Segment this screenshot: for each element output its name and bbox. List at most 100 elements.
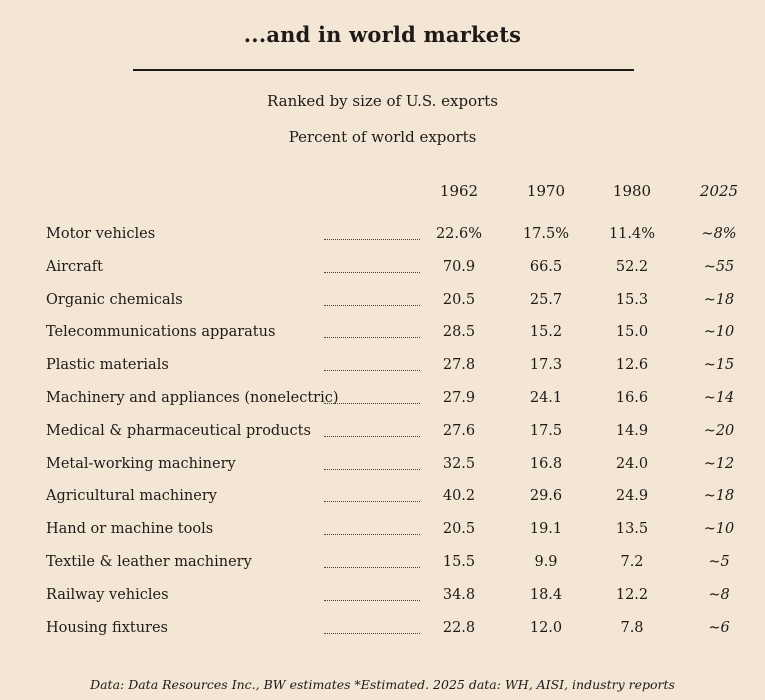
table-row: Railway vehicles 34.8 18.4 12.2 ~8 [0, 587, 765, 609]
value-cell-2025: ~12 [703, 455, 735, 472]
row-label: Organic chemicals [46, 291, 183, 308]
value-cell-1980: 14.9 [615, 422, 649, 439]
chart-title: ...and in world markets [243, 22, 522, 47]
value-cell-1970: 15.2 [529, 324, 563, 341]
value-cell-1980: 16.6 [615, 390, 649, 406]
value-cell-2025: ~55 [703, 258, 735, 275]
table-row: Plastic materials 27.8 17.3 12.6 ~15 [0, 357, 765, 379]
dot-leader [324, 271, 420, 273]
dot-leader [324, 435, 420, 437]
value-cell-2025: ~6 [708, 619, 730, 636]
chart-unit-label: Percent of world exports [288, 128, 477, 146]
table-row: Telecommunications apparatus 28.5 15.2 15.0… [0, 324, 765, 346]
value-cell-1980: 13.5 [615, 521, 649, 538]
table-row: Motor vehicles 22.6% 17.5% 11.4% ~8% [0, 226, 765, 248]
dot-leader [324, 599, 420, 601]
value-cell-1962: 20.5 [442, 521, 476, 538]
value-cell-1980: 24.9 [615, 488, 649, 505]
value-cell-1970: 19.1 [529, 521, 563, 538]
table-row: Aircraft 70.9 66.5 52.2 ~55 [0, 259, 765, 281]
value-cell-2025: ~10 [703, 521, 735, 538]
value-cell-2025: ~8% [701, 226, 737, 242]
value-cell-1980: 15.0 [615, 324, 649, 341]
value-cell-1962: 40.2 [442, 488, 476, 505]
table-row: Medical & pharmaceutical products 27.6 17.… [0, 423, 765, 445]
value-cell-1980: 12.2 [615, 586, 649, 603]
value-cell-1962: 15.5 [442, 554, 476, 570]
value-cell-1980: 24.0 [615, 455, 649, 472]
row-label: Agricultural machinery [46, 488, 217, 505]
dot-leader [324, 337, 420, 339]
table-row: Hand or machine tools 20.5 19.1 13.5 ~10 [0, 521, 765, 543]
dot-leader [324, 370, 420, 372]
value-cell-1962: 34.8 [442, 586, 476, 603]
row-label: Plastic materials [46, 357, 169, 374]
value-cell-2025: ~20 [703, 422, 735, 439]
table-row: Housing fixtures 22.8 12.0 7.8 ~6 [0, 620, 765, 642]
row-label: Housing fixtures [46, 619, 168, 636]
value-cell-1970: 25.7 [529, 291, 563, 308]
value-cell-1980: 11.4% [608, 226, 656, 242]
value-cell-2025: ~14 [703, 390, 735, 406]
row-label: Hand or machine tools [46, 521, 214, 538]
value-cell-1962: 27.6 [442, 422, 476, 439]
value-cell-1962: 70.9 [442, 258, 476, 275]
row-label: Textile & leather machinery [46, 554, 252, 570]
column-header-1970: 1970 [526, 182, 566, 200]
value-cell-1980: 12.6 [615, 357, 649, 374]
table-row: Metal-working machinery 32.5 16.8 24.0 ~12 [0, 456, 765, 478]
value-cell-1980: 15.3 [615, 291, 649, 308]
row-label: Motor vehicles [46, 226, 156, 242]
value-cell-1962: 27.9 [442, 390, 476, 406]
value-cell-1970: 12.0 [529, 619, 563, 636]
dot-leader [324, 501, 420, 503]
row-label: Telecommunications apparatus [46, 324, 276, 341]
chart-subtitle: Ranked by size of U.S. exports [267, 92, 498, 110]
table-row: Organic chemicals 20.5 25.7 15.3 ~18 [0, 292, 765, 314]
value-cell-1962: 27.8 [442, 357, 476, 374]
dot-leader [324, 632, 420, 634]
value-cell-1970: 16.8 [529, 455, 563, 472]
dot-leader [324, 403, 420, 404]
row-label: Machinery and appliances (nonelectric) [46, 390, 339, 406]
table-row: Agricultural machinery 40.2 29.6 24.9 ~18 [0, 488, 765, 510]
dot-leader [324, 567, 420, 568]
title-divider [133, 69, 634, 71]
column-header-1962: 1962 [439, 182, 479, 200]
column-header-1980: 1980 [612, 182, 652, 200]
column-header-2025: 2025 [699, 182, 739, 200]
value-cell-1970: 17.3 [529, 357, 563, 374]
value-cell-2025: ~18 [703, 488, 735, 505]
table-row: Textile & leather machinery 15.5 9.9 7.2 ~5 [0, 554, 765, 576]
value-cell-1962: 22.8 [442, 619, 476, 636]
value-cell-1970: 17.5% [522, 226, 570, 242]
value-cell-1970: 17.5 [529, 422, 563, 439]
source-footnote: Data: Data Resources Inc., BW estimates … [90, 677, 675, 692]
dot-leader [324, 534, 420, 536]
row-label: Railway vehicles [46, 586, 169, 603]
value-cell-1970: 9.9 [534, 554, 558, 570]
value-cell-1962: 32.5 [442, 455, 476, 472]
value-cell-1980: 7.2 [620, 554, 644, 570]
dot-leader [324, 468, 420, 470]
dot-leader [324, 239, 420, 240]
row-label: Aircraft [46, 258, 103, 275]
table-row: Machinery and appliances (nonelectric) 27… [0, 390, 765, 412]
value-cell-1980: 52.2 [615, 258, 649, 275]
value-cell-2025: ~10 [703, 324, 735, 341]
dot-leader [324, 304, 420, 306]
value-cell-1970: 66.5 [529, 258, 563, 275]
value-cell-2025: ~5 [708, 554, 730, 570]
value-cell-1970: 18.4 [529, 586, 563, 603]
value-cell-1980: 7.8 [620, 619, 644, 636]
value-cell-1970: 24.1 [529, 390, 563, 406]
row-label: Medical & pharmaceutical products [46, 422, 311, 439]
value-cell-1962: 22.6% [435, 226, 483, 242]
value-cell-1962: 20.5 [442, 291, 476, 308]
value-cell-2025: ~15 [703, 357, 735, 374]
row-label: Metal-working machinery [46, 455, 236, 472]
value-cell-1970: 29.6 [529, 488, 563, 505]
value-cell-1962: 28.5 [442, 324, 476, 341]
value-cell-2025: ~18 [703, 291, 735, 308]
value-cell-2025: ~8 [708, 586, 730, 603]
